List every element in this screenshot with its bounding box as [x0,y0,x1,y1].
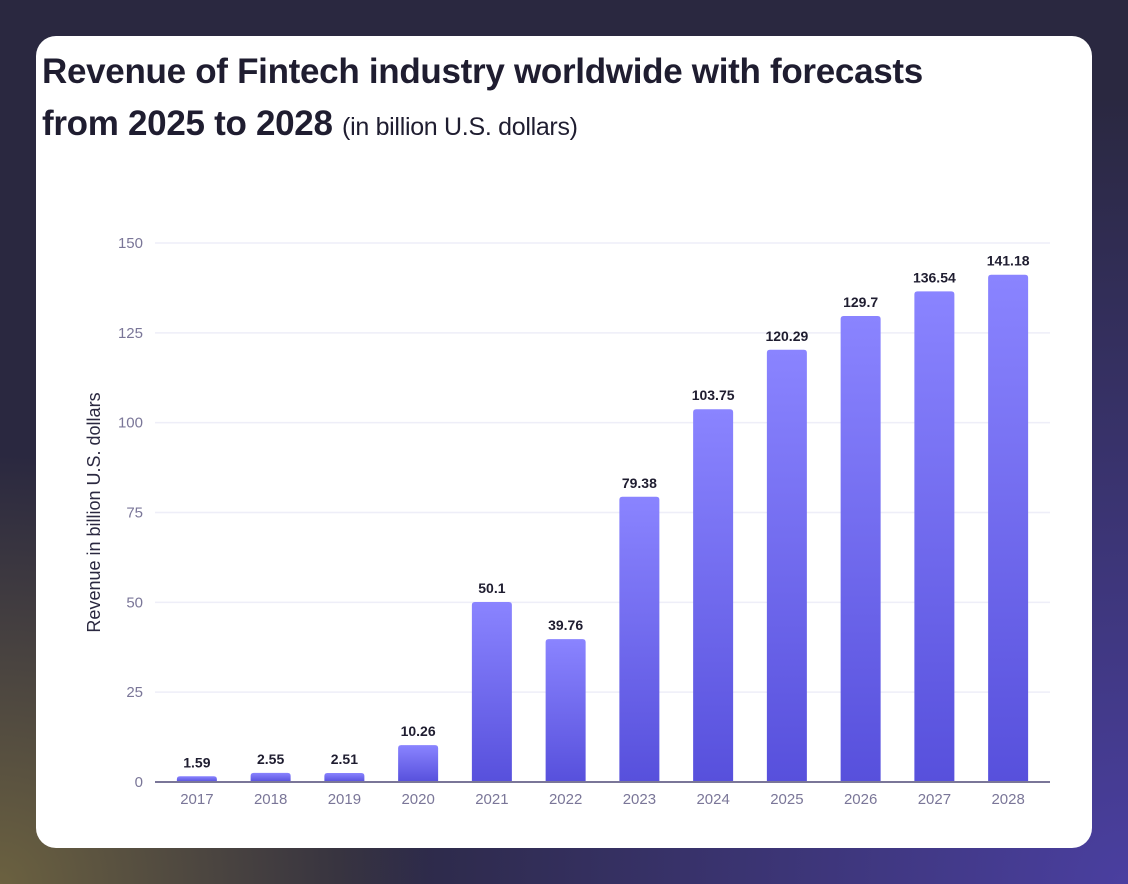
y-tick-label: 25 [126,684,143,701]
y-tick-label: 0 [135,774,143,791]
title-text: Revenue of Fintech industry worldwide wi… [42,52,923,143]
bar-2022 [545,639,586,782]
y-axis-label: Revenue in billion U.S. dollars [84,392,104,632]
bar-2028 [988,274,1029,782]
data-label: 103.75 [692,387,735,403]
bar-2026 [840,315,881,782]
x-tick-label: 2022 [549,791,582,808]
bar-2017 [176,776,217,782]
chart-title: Revenue of Fintech industry worldwide wi… [42,46,1002,153]
chart-subtitle: (in billion U.S. dollars) [342,113,578,141]
bar-2020 [398,745,439,782]
x-tick-label: 2023 [623,791,656,808]
data-label: 120.29 [765,328,808,344]
bar-2027 [914,291,955,782]
data-label: 50.1 [478,580,505,596]
y-tick-label: 50 [126,594,143,611]
x-tick-label: 2019 [328,791,361,808]
data-label: 39.76 [548,617,583,633]
y-tick-label: 125 [118,325,143,342]
data-label: 129.7 [843,294,878,310]
y-tick-label: 75 [126,505,143,522]
x-tick-label: 2026 [844,791,877,808]
data-label: 10.26 [401,723,436,739]
x-tick-label: 2017 [180,791,213,808]
x-tick-label: 2020 [401,791,434,808]
data-label: 79.38 [622,475,657,491]
y-tick-label: 100 [118,415,143,432]
bar-2018 [250,772,291,782]
data-label: 2.55 [257,751,284,767]
bar-2019 [324,772,365,782]
x-tick-label: 2018 [254,791,287,808]
x-tick-label: 2021 [475,791,508,808]
bar-2025 [766,349,807,782]
bar-2023 [619,496,660,782]
data-label: 2.51 [331,751,358,767]
x-tick-label: 2025 [770,791,803,808]
y-tick-label: 150 [118,235,143,252]
data-label: 141.18 [987,253,1030,269]
x-tick-label: 2028 [991,791,1024,808]
x-tick-label: 2027 [918,791,951,808]
data-label: 1.59 [183,754,210,770]
x-tick-label: 2024 [696,791,729,808]
data-label: 136.54 [913,269,956,285]
bar-2024 [693,409,734,782]
bar-2021 [471,601,512,782]
